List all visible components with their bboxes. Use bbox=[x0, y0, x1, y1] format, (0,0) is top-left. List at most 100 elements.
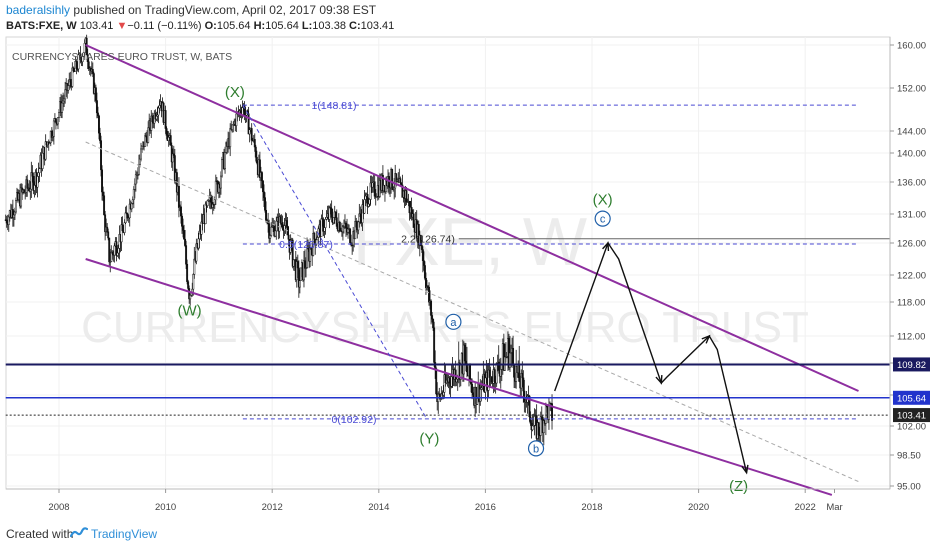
candle-body bbox=[292, 259, 295, 267]
candle-body bbox=[102, 191, 105, 196]
tradingview-brand-link[interactable]: TradingView bbox=[91, 527, 158, 541]
price-tick-label: 144.00 bbox=[897, 127, 926, 138]
wave-label: (Z) bbox=[729, 478, 748, 495]
candle-body bbox=[364, 195, 367, 200]
candle-body bbox=[180, 206, 182, 217]
candle-body bbox=[15, 200, 17, 213]
grid-lines bbox=[6, 37, 890, 489]
candle-body bbox=[338, 222, 341, 232]
candle-body bbox=[120, 224, 123, 243]
candle-body bbox=[279, 216, 282, 223]
channel-mid-line bbox=[85, 141, 859, 483]
candle-body bbox=[521, 373, 524, 379]
candle-body bbox=[138, 164, 140, 175]
price-badge bbox=[893, 408, 930, 423]
fib-diagonal-line bbox=[242, 104, 428, 420]
candle-body bbox=[209, 196, 212, 203]
wave-label: b bbox=[533, 443, 539, 455]
candle-body bbox=[274, 230, 277, 237]
price-tick-label: 131.00 bbox=[897, 210, 926, 221]
candle-body bbox=[395, 173, 398, 182]
open-value: 105.64 bbox=[216, 20, 251, 32]
candle-body bbox=[430, 300, 433, 316]
candle-body bbox=[128, 203, 131, 219]
price-badge-label: 109.82 bbox=[897, 360, 926, 371]
time-tick-label: 2022 bbox=[795, 502, 816, 513]
price-axis[interactable]: 160.00 152.00 144.00 140.00 136.00 131.00 126.… bbox=[889, 37, 930, 493]
projection-arrowhead bbox=[701, 334, 711, 344]
candle-body bbox=[151, 115, 154, 122]
candle-body bbox=[167, 137, 170, 141]
candle-body bbox=[544, 405, 547, 424]
candle-body bbox=[313, 232, 316, 240]
down-arrow-icon: ▼ bbox=[116, 20, 128, 32]
candle-body bbox=[103, 195, 106, 216]
candle-body bbox=[99, 132, 101, 141]
chart-title: CURRENCYSHARES EURO TRUST, W, BATS bbox=[12, 51, 232, 63]
candle-body bbox=[33, 185, 36, 191]
time-tick-label: Mar bbox=[826, 502, 842, 513]
fib-level-label: 0.5(125.87) bbox=[279, 239, 333, 251]
candle-body bbox=[264, 197, 266, 211]
candle-body bbox=[182, 226, 184, 231]
wave-label: (X) bbox=[225, 84, 245, 101]
price-tick-label: 140.00 bbox=[897, 149, 926, 160]
candle-body bbox=[117, 248, 120, 254]
candle-body bbox=[12, 214, 15, 218]
candle-body bbox=[471, 383, 474, 393]
fxe-weekly-chart[interactable]: FXE, W CURRENCYSHARES EURO TRUST 1(148.8… bbox=[0, 0, 932, 518]
candle-body bbox=[373, 181, 376, 197]
candle-body bbox=[497, 361, 500, 371]
candle-body bbox=[141, 145, 143, 150]
high-label: H: bbox=[253, 20, 266, 32]
publish-line: baderalsihly published on TradingView.co… bbox=[6, 3, 376, 17]
price-badge-label: 105.64 bbox=[897, 393, 926, 404]
candle-body bbox=[330, 208, 333, 218]
candle-body bbox=[44, 141, 47, 160]
candle-body bbox=[87, 61, 90, 69]
candle-body bbox=[124, 212, 127, 223]
candle-body bbox=[399, 178, 402, 184]
candle-body bbox=[158, 105, 161, 109]
candle-body bbox=[420, 245, 423, 250]
candle-body bbox=[157, 107, 160, 116]
candle-body bbox=[479, 389, 482, 402]
candle-body bbox=[513, 364, 516, 378]
wave-label: c bbox=[600, 214, 606, 226]
candle-body bbox=[448, 377, 451, 384]
wave-label: (W) bbox=[178, 303, 202, 320]
created-with-label: Created with bbox=[6, 527, 74, 541]
plot-background bbox=[5, 36, 891, 490]
candle-body bbox=[186, 263, 189, 282]
candle-body bbox=[71, 67, 74, 87]
candle-body bbox=[433, 327, 436, 363]
candle-body bbox=[255, 156, 258, 163]
candle-body bbox=[192, 274, 195, 290]
candle-body bbox=[77, 54, 80, 70]
candle-body bbox=[206, 200, 209, 206]
candle-body bbox=[475, 386, 478, 405]
candle-body bbox=[320, 218, 323, 237]
candle-body bbox=[116, 252, 119, 256]
time-axis[interactable]: 2008 2010 2012 2014 2016 2018 2020 2022 Mar bbox=[6, 488, 890, 513]
candle-body bbox=[306, 247, 309, 268]
candle-body bbox=[72, 67, 75, 72]
candle-body bbox=[204, 203, 207, 224]
candle-body bbox=[98, 115, 100, 134]
candle-body bbox=[323, 227, 326, 232]
close-value: 103.41 bbox=[360, 20, 395, 32]
open-label: O: bbox=[204, 20, 217, 32]
candle-body bbox=[421, 249, 424, 261]
candle-body bbox=[26, 179, 29, 189]
candle-body bbox=[52, 120, 55, 137]
candle-body bbox=[61, 102, 64, 113]
tradingview-logo-icon[interactable] bbox=[70, 526, 88, 540]
candle-body bbox=[144, 135, 147, 147]
price-tick-label: 95.00 bbox=[897, 482, 921, 493]
watermark-symbol: FXE, W bbox=[353, 204, 587, 280]
projection-arrowhead bbox=[741, 464, 749, 475]
candle-body bbox=[195, 243, 198, 262]
candle-body bbox=[231, 124, 234, 130]
price-tick-label: 160.00 bbox=[897, 41, 926, 52]
author-link[interactable]: baderalsihly bbox=[6, 3, 71, 17]
